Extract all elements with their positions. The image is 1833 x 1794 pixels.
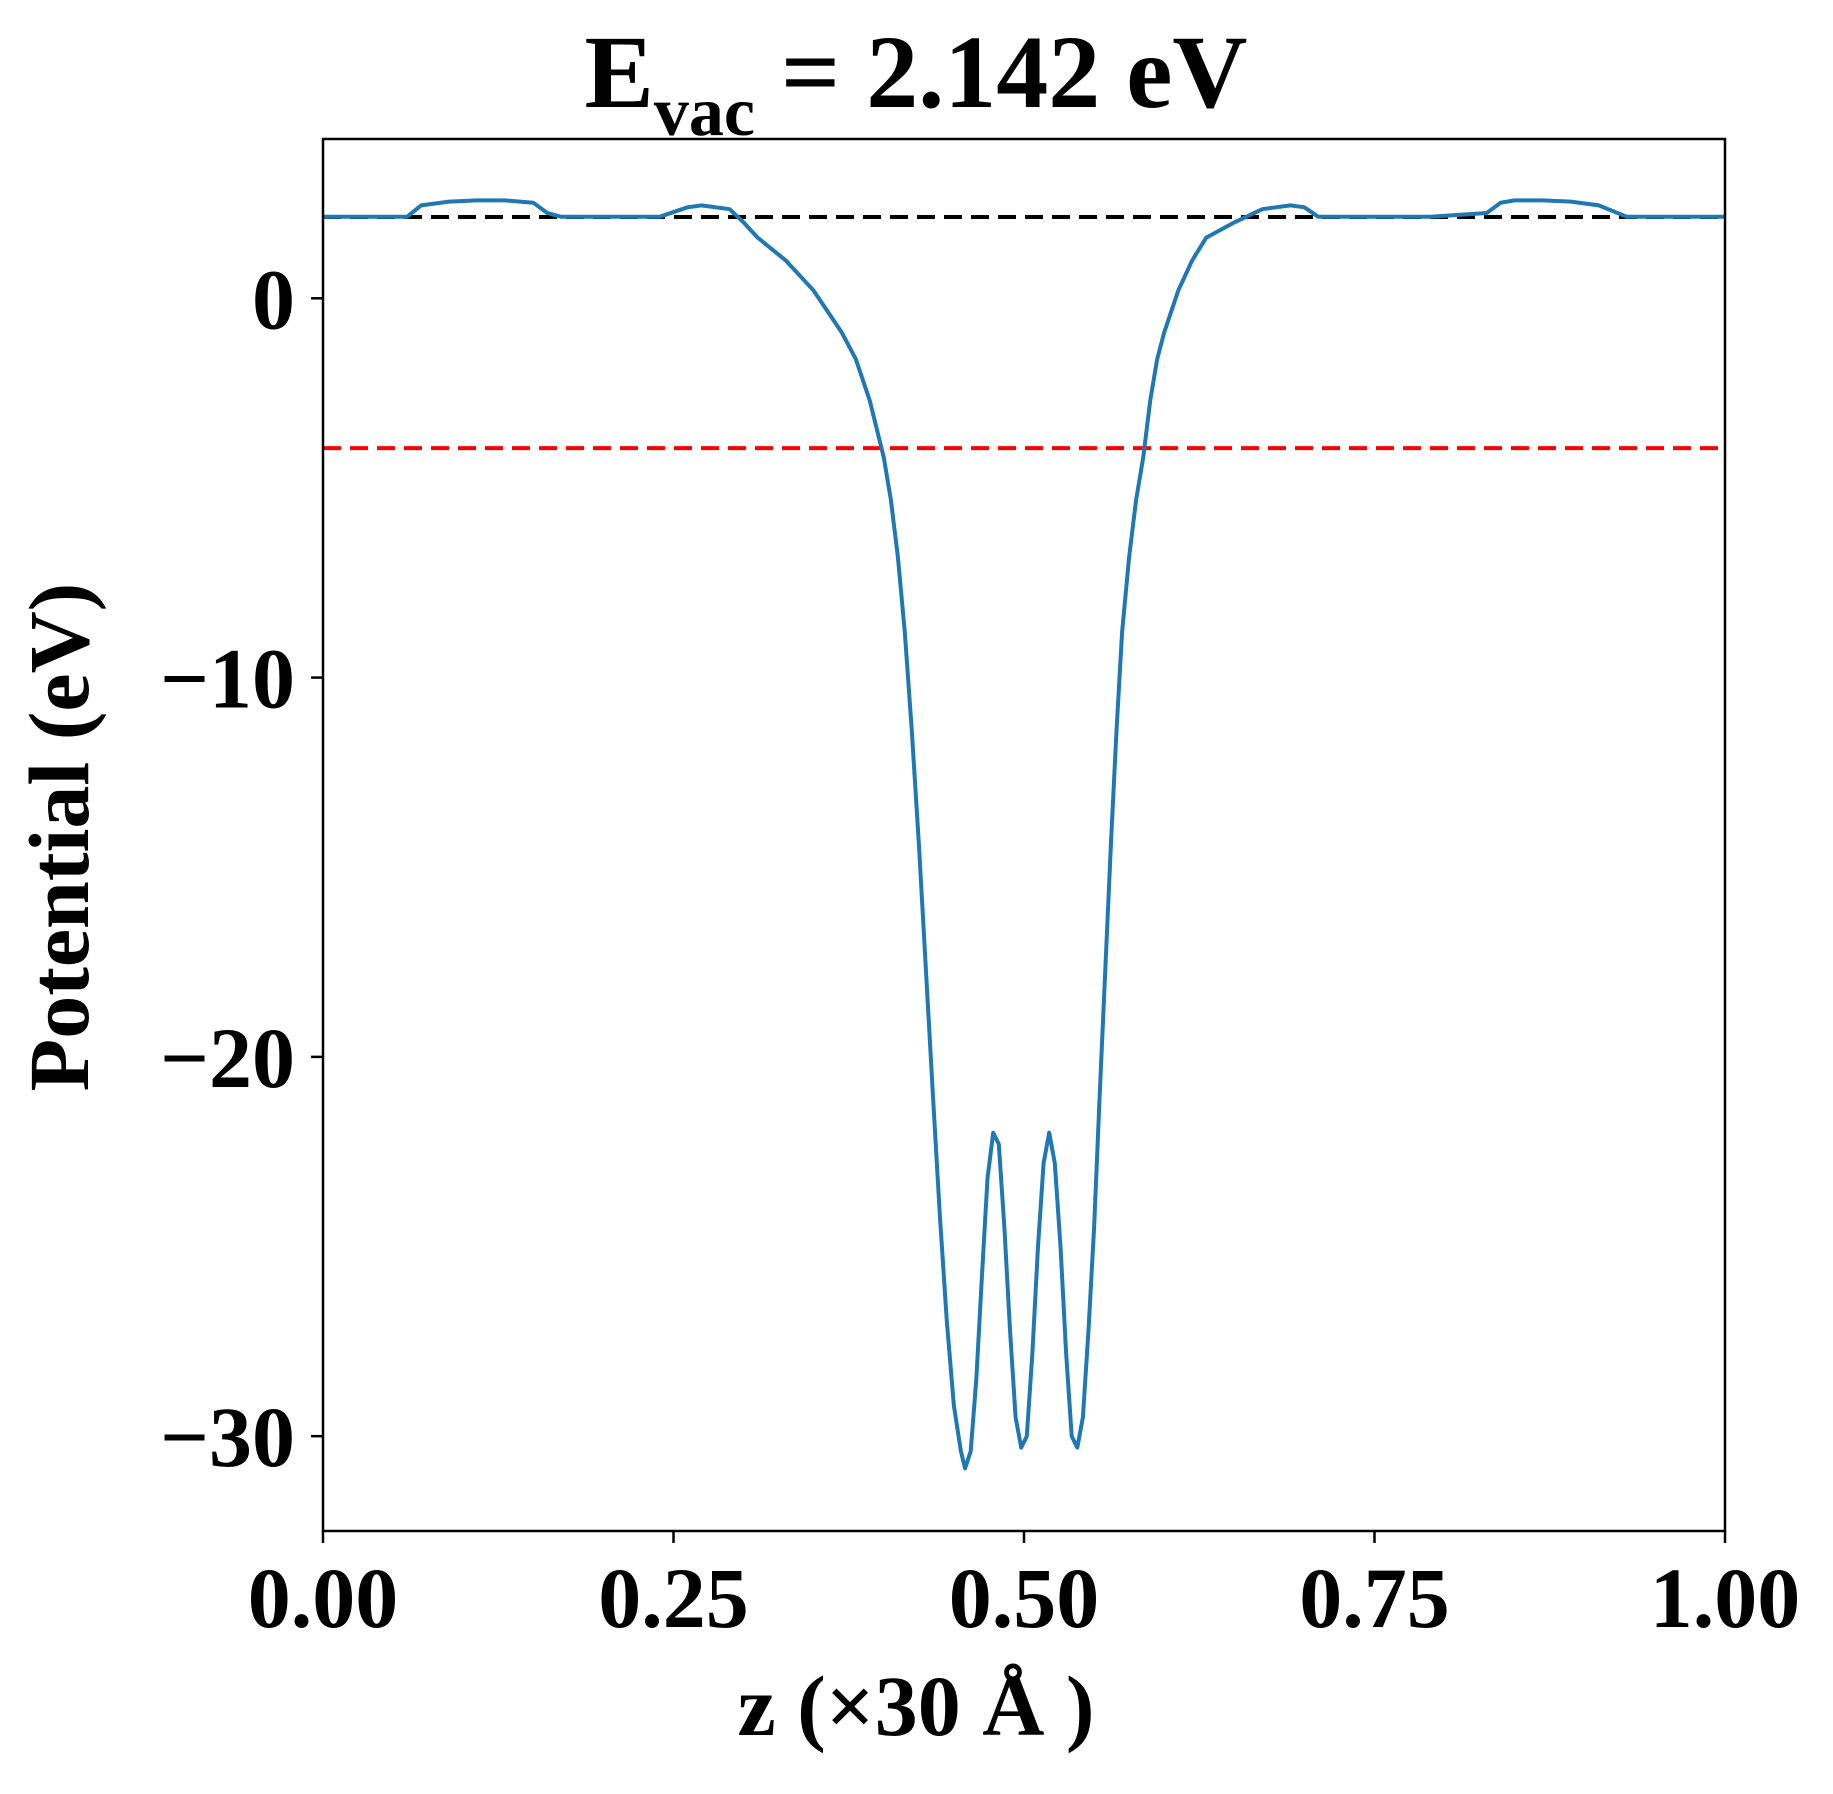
x-axis-label: z (×30 Å ) <box>737 1658 1094 1754</box>
y-axis-label: Potential (eV) <box>11 583 107 1092</box>
x-tick-label: 0.75 <box>1299 1550 1450 1646</box>
axes-frame <box>321 137 1727 1533</box>
plot-area <box>323 198 1725 1471</box>
title-rest: = 2.142 eV <box>755 15 1248 130</box>
title-main: E <box>585 15 654 130</box>
y-axis-ticks: 0 −10 −20 −30 <box>160 251 323 1485</box>
chart-title: Evac = 2.142 eV <box>585 15 1248 151</box>
x-tick-label: 1.00 <box>1650 1550 1801 1646</box>
potential-series-line <box>323 198 1725 1471</box>
x-tick-label: 0.50 <box>949 1550 1100 1646</box>
y-tick-label: −10 <box>160 631 295 727</box>
y-tick-label: −30 <box>160 1389 295 1485</box>
y-tick-label: 0 <box>252 251 295 347</box>
x-tick-label: 0.00 <box>248 1550 399 1646</box>
x-axis-ticks: 0.00 0.25 0.50 0.75 1.00 <box>248 1531 1801 1646</box>
x-tick-label: 0.25 <box>598 1550 749 1646</box>
y-tick-label: −20 <box>160 1010 295 1106</box>
